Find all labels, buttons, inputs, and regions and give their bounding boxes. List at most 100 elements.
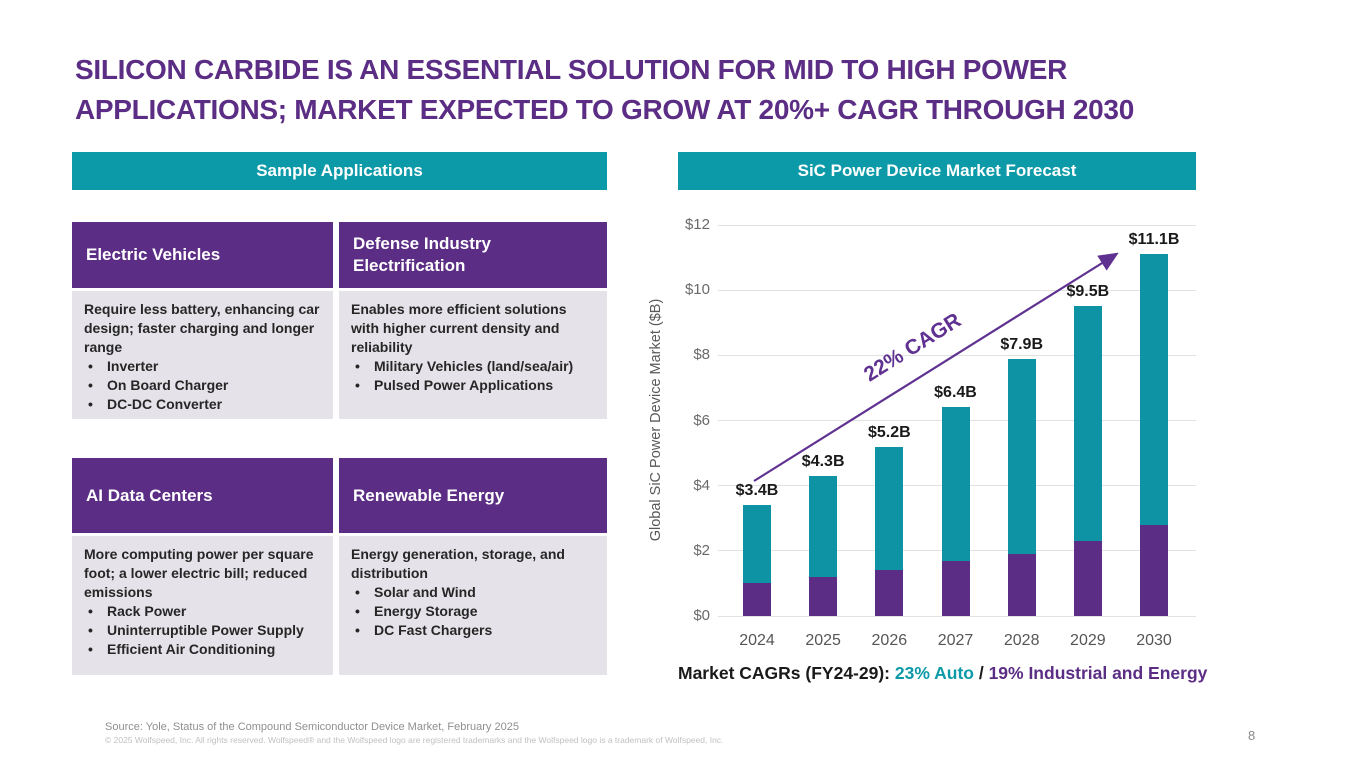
card-title: Renewable Energy <box>353 485 505 505</box>
slide-title-line2: APPLICATIONS; MARKET EXPECTED TO GROW AT… <box>75 94 1134 125</box>
card-bullet-item: • Solar and Wind <box>351 583 595 602</box>
card-header-ai-data-centers: AI Data Centers <box>72 458 333 533</box>
slide-title-line1: SILICON CARBIDE IS AN ESSENTIAL SOLUTION… <box>75 54 1068 85</box>
bullet-icon: • <box>355 584 360 600</box>
bar-segment-industrial-2030 <box>1140 524 1169 616</box>
card-description: More computing power per square foot; a … <box>84 546 314 600</box>
cagr-trend-arrow: 22% CAGR <box>753 252 1119 482</box>
card-bullet-list: • Inverter • On Board Charger • DC-DC Convert… <box>84 357 321 414</box>
bar-total-label-2025: $4.3B <box>801 452 845 470</box>
card-bullet-item: • DC-DC Converter <box>84 395 321 414</box>
bar-segment-auto-2026 <box>875 446 904 571</box>
x-tick-2027: 2027 <box>937 632 974 649</box>
card-title: AI Data Centers <box>86 485 213 505</box>
bullet-text: Rack Power <box>107 603 187 619</box>
y-tick-$8: $8 <box>693 346 710 364</box>
bar-total-label-2028: $7.9B <box>1000 335 1044 353</box>
bar-segment-industrial-2027 <box>941 560 970 616</box>
card-description: Energy generation, storage, and distribu… <box>351 546 565 581</box>
card-title: Defense Industry Electrification <box>353 234 491 275</box>
card-header-renewable-energy: Renewable Energy <box>339 458 607 533</box>
bar-segment-industrial-2024 <box>743 583 771 616</box>
y-tick-$6: $6 <box>693 411 710 429</box>
card-bullet-item: • Inverter <box>84 357 321 376</box>
caption-separator: / <box>973 663 989 683</box>
bullet-icon: • <box>88 603 93 619</box>
footer-source: Source: Yole, Status of the Compound Sem… <box>105 721 519 733</box>
market-cagr-caption: Market CAGRs (FY24-29): 23% Auto / 19% I… <box>678 663 1207 684</box>
cagr-annotation: 22% CAGR <box>860 309 965 387</box>
card-body-renewable-energy: Energy generation, storage, and distribu… <box>339 536 607 675</box>
card-body-ai-data-centers: More computing power per square foot; a … <box>72 536 333 675</box>
card-title: Electric Vehicles <box>86 245 221 264</box>
gridline-$0 <box>718 615 1196 617</box>
card-description: Enables more efficient solutions with hi… <box>351 301 567 355</box>
bullet-icon: • <box>355 377 360 393</box>
bullet-text: Uninterruptible Power Supply <box>107 622 304 638</box>
chart-plot-area: 22% CAGR $3.4B $4.3B $5.2B $6.4B $7.9B $9.5B $… <box>718 224 1196 617</box>
bar-segment-auto-2030 <box>1140 254 1169 525</box>
card-bullet-list: • Solar and Wind • Energy Storage • DC Fast C… <box>351 583 595 640</box>
bullet-icon: • <box>355 603 360 619</box>
bullet-icon: • <box>88 396 93 412</box>
card-bullet-item: • Pulsed Power Applications <box>351 376 595 395</box>
sample-applications-banner: Sample Applications <box>72 152 607 190</box>
forecast-banner-label: SiC Power Device Market Forecast <box>797 161 1077 180</box>
gridline-$12 <box>718 224 1196 226</box>
bullet-text: Pulsed Power Applications <box>374 377 554 393</box>
card-header-defense-industry: Defense Industry Electrification <box>339 222 607 288</box>
bullet-text: Inverter <box>107 358 159 374</box>
forecast-banner: SiC Power Device Market Forecast <box>678 152 1196 190</box>
slide-title: SILICON CARBIDE IS AN ESSENTIAL SOLUTION… <box>75 50 1325 130</box>
sic-market-forecast-chart: Global SiC Power Device Market ($B) 22% … <box>640 200 1196 660</box>
bullet-icon: • <box>88 641 93 657</box>
y-tick-$2: $2 <box>693 541 710 559</box>
card-bullet-item: • Military Vehicles (land/sea/air) <box>351 357 595 376</box>
x-tick-2025: 2025 <box>805 632 841 649</box>
bullet-icon: • <box>88 377 93 393</box>
card-bullet-item: • Uninterruptible Power Supply <box>84 621 321 640</box>
card-body-electric-vehicles: Require less battery, enhancing car desi… <box>72 291 333 419</box>
bullet-text: DC Fast Chargers <box>374 622 493 638</box>
bullet-text: On Board Charger <box>107 377 229 393</box>
bar-segment-auto-2029 <box>1073 306 1102 542</box>
card-bullet-item: • On Board Charger <box>84 376 321 395</box>
bar-segment-industrial-2025 <box>809 576 838 616</box>
bullet-text: Efficient Air Conditioning <box>107 641 276 657</box>
bar-segment-auto-2027 <box>941 407 970 561</box>
page-number: 8 <box>1248 728 1256 743</box>
x-tick-2024: 2024 <box>739 632 775 649</box>
bullet-icon: • <box>88 622 93 638</box>
bar-total-label-2029: $9.5B <box>1066 283 1110 301</box>
bullet-text: Military Vehicles (land/sea/air) <box>374 358 574 374</box>
x-tick-2028: 2028 <box>1003 632 1040 649</box>
x-tick-2026: 2026 <box>871 632 908 649</box>
gridline-$10 <box>718 289 1196 291</box>
x-tick-2029: 2029 <box>1070 632 1106 649</box>
cagr-arrow-line <box>753 252 1119 482</box>
card-bullet-item: • Energy Storage <box>351 602 595 621</box>
bar-total-label-2030: $11.1B <box>1128 231 1180 249</box>
bullet-text: Energy Storage <box>374 603 478 619</box>
bar-total-label-2026: $5.2B <box>867 423 911 441</box>
card-bullet-item: • DC Fast Chargers <box>351 621 595 640</box>
footer-copyright: © 2025 Wolfspeed, Inc. All rights reserv… <box>105 735 724 745</box>
caption-industrial-cagr: 19% Industrial and Energy <box>988 663 1208 683</box>
sample-applications-banner-label: Sample Applications <box>256 161 423 180</box>
card-description: Require less battery, enhancing car desi… <box>84 301 320 355</box>
card-header-electric-vehicles: Electric Vehicles <box>72 222 333 288</box>
bar-segment-auto-2028 <box>1007 358 1036 555</box>
bar-total-label-2024: $3.4B <box>735 482 779 500</box>
bar-segment-industrial-2028 <box>1007 554 1036 616</box>
card-bullet-item: • Efficient Air Conditioning <box>84 640 321 659</box>
card-bullet-list: • Rack Power • Uninterruptible Power Supply… <box>84 602 321 659</box>
y-tick-$10: $10 <box>684 281 710 299</box>
gridline-$8 <box>718 354 1196 356</box>
bar-segment-auto-2024 <box>743 505 771 584</box>
bar-segment-auto-2025 <box>809 475 838 577</box>
bar-segment-industrial-2026 <box>875 570 904 616</box>
y-tick-$12: $12 <box>684 216 710 233</box>
card-bullet-list: • Military Vehicles (land/sea/air) • Pulsed… <box>351 357 595 395</box>
card-body-defense-industry: Enables more efficient solutions with hi… <box>339 291 607 419</box>
